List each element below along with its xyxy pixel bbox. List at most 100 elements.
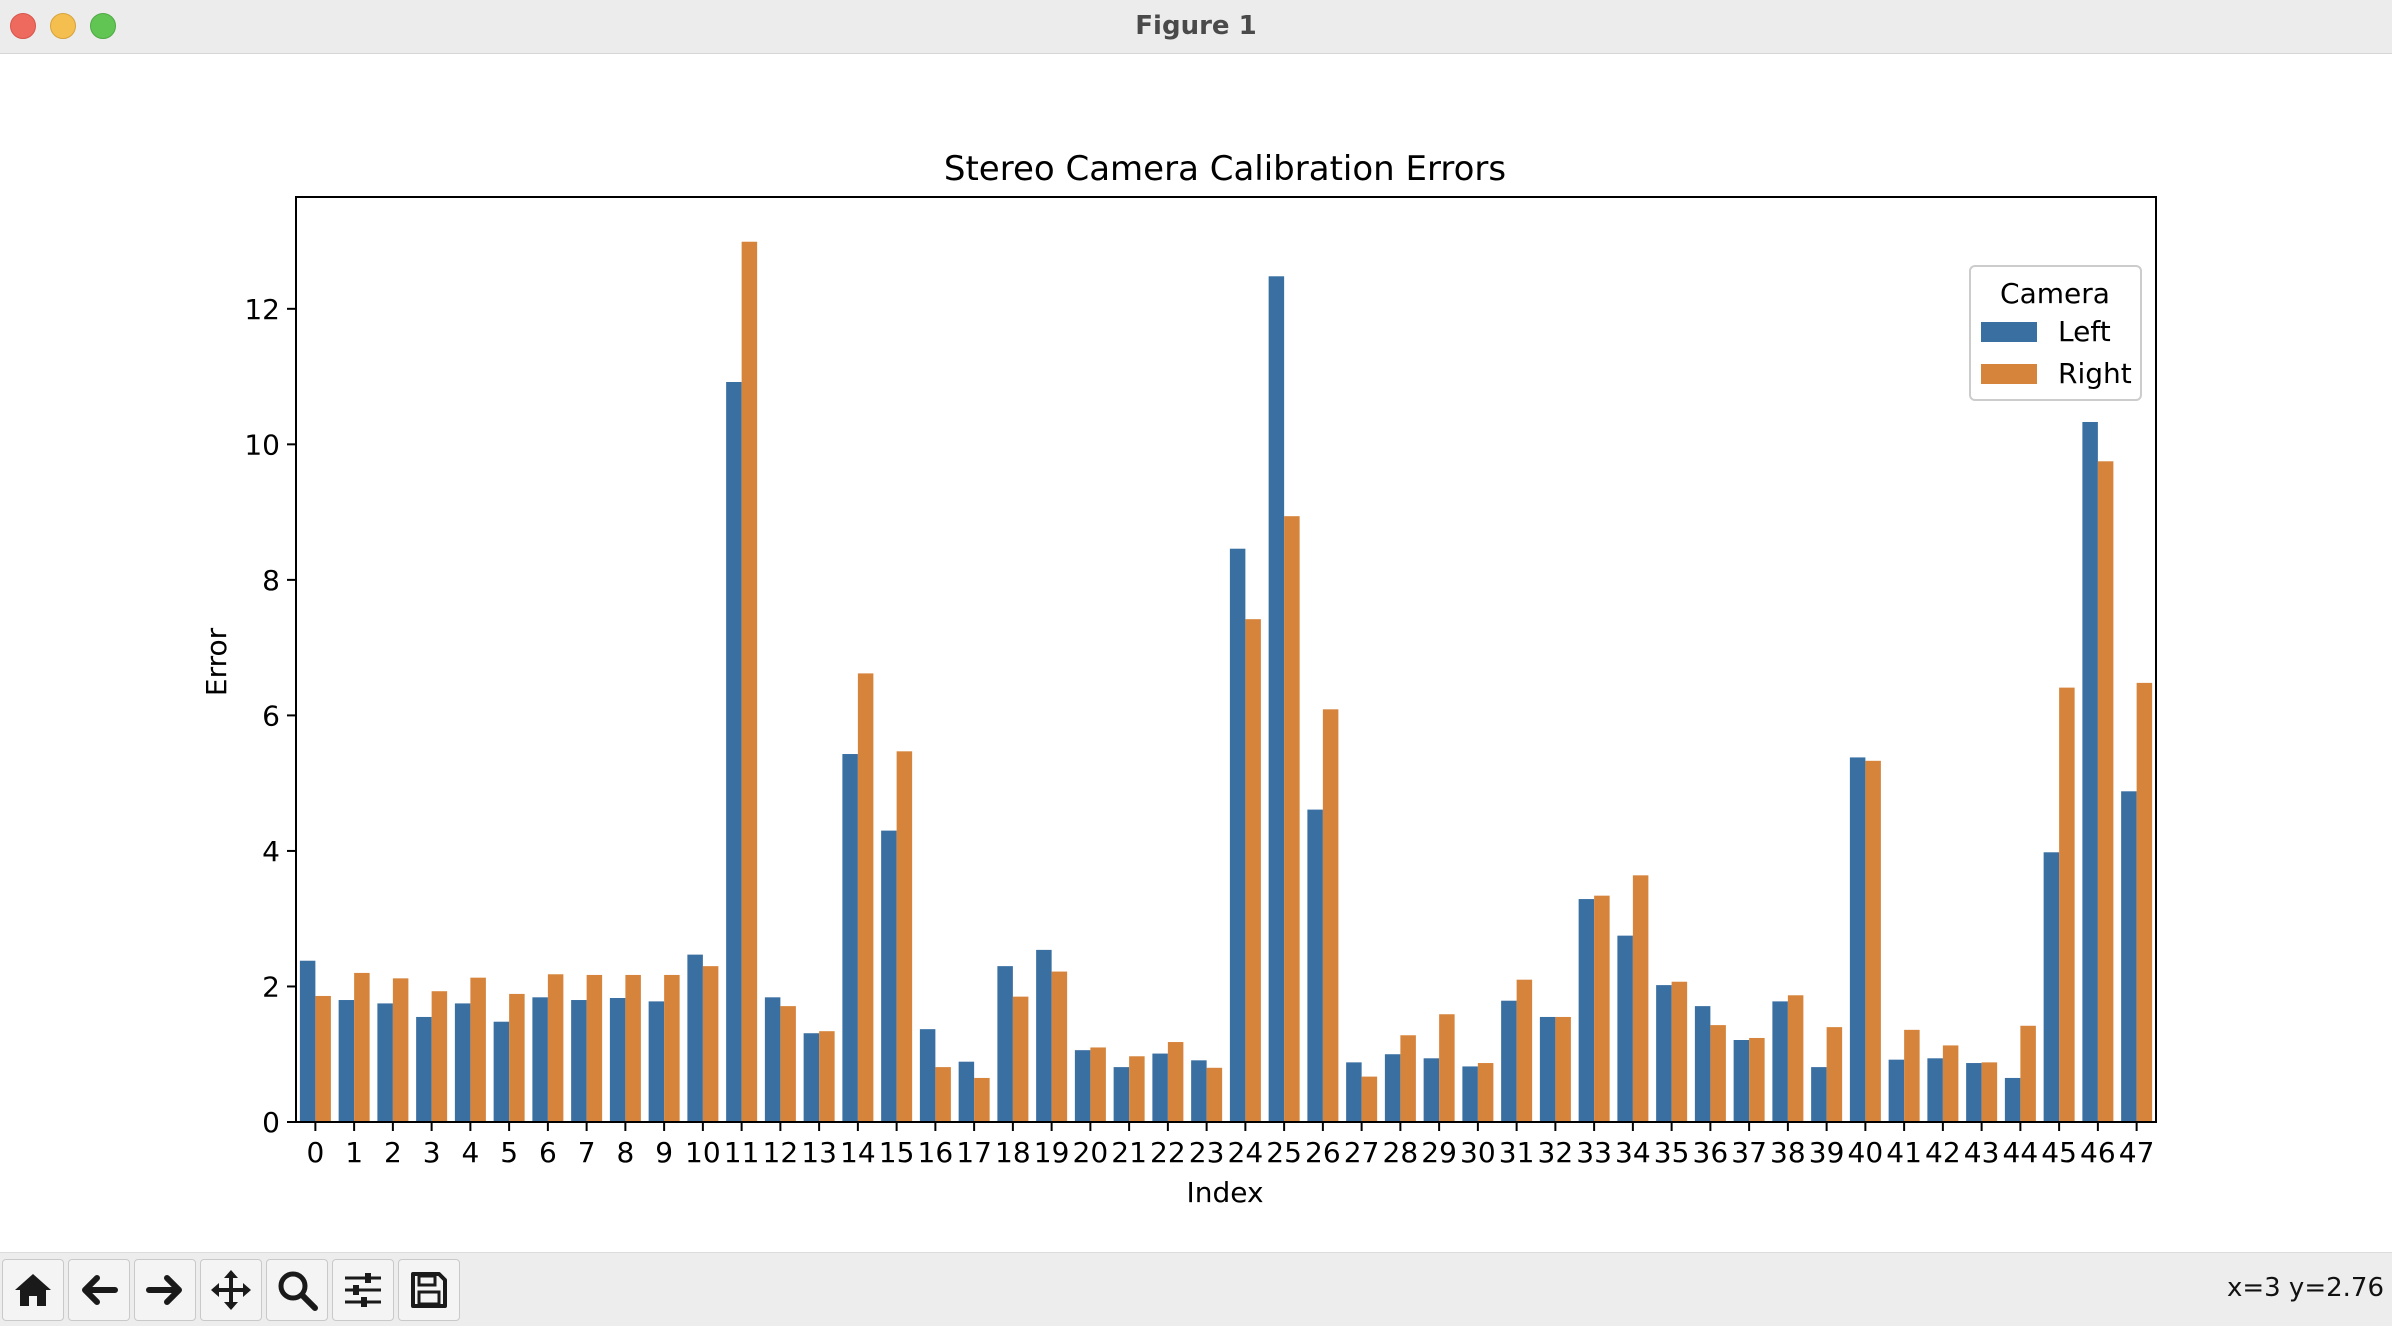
bar-right-39 xyxy=(1826,1027,1843,1122)
x-tick-label-38: 38 xyxy=(1770,1136,1806,1169)
bar-left-19 xyxy=(1036,949,1052,1122)
bar-left-17 xyxy=(958,1061,975,1122)
bar-right-36 xyxy=(1710,1025,1726,1122)
y-axis-label: Error xyxy=(200,627,233,696)
bar-left-41 xyxy=(1888,1059,1905,1122)
bar-left-24 xyxy=(1229,548,1246,1122)
x-tick-label-39: 39 xyxy=(1809,1136,1845,1169)
bar-left-21 xyxy=(1113,1067,1130,1122)
x-tick-label-3: 3 xyxy=(423,1136,441,1169)
bar-left-5 xyxy=(493,1021,510,1122)
x-tick-label-24: 24 xyxy=(1228,1136,1264,1169)
x-tick-label-6: 6 xyxy=(539,1136,557,1169)
bar-left-6 xyxy=(532,997,548,1122)
plot-frame xyxy=(295,196,2157,1123)
bar-left-8 xyxy=(609,997,626,1122)
zoom-window-button[interactable] xyxy=(90,13,116,39)
bar-right-4 xyxy=(470,977,486,1122)
bar-right-8 xyxy=(625,974,641,1122)
bar-left-28 xyxy=(1384,1054,1401,1122)
home-button[interactable] xyxy=(2,1259,64,1321)
bar-left-32 xyxy=(1539,1016,1556,1122)
bar-left-0 xyxy=(299,960,316,1122)
x-tick-label-34: 34 xyxy=(1615,1136,1651,1169)
bar-left-47 xyxy=(2121,791,2137,1122)
x-tick-label-30: 30 xyxy=(1460,1136,1496,1169)
bar-left-14 xyxy=(842,754,858,1122)
bar-left-29 xyxy=(1423,1058,1440,1122)
x-tick-label-9: 9 xyxy=(655,1136,673,1169)
arrow-left-icon xyxy=(82,1275,118,1305)
search-icon xyxy=(278,1271,318,1311)
bar-right-10 xyxy=(702,966,719,1122)
bar-left-22 xyxy=(1152,1053,1168,1122)
x-tick-label-33: 33 xyxy=(1576,1136,1612,1169)
figure-canvas[interactable]: Stereo Camera Calibration Errors 0 2 4 6 8 10… xyxy=(0,54,2392,1252)
bar-right-44 xyxy=(2020,1025,2036,1122)
x-tick-label-26: 26 xyxy=(1305,1136,1341,1169)
window-title: Figure 1 xyxy=(1135,11,1257,41)
bar-left-4 xyxy=(454,1003,471,1122)
bar-right-34 xyxy=(1632,875,1649,1122)
x-tick-label-20: 20 xyxy=(1073,1136,1109,1169)
minimize-window-button[interactable] xyxy=(50,13,76,39)
zoom-button[interactable] xyxy=(266,1259,328,1321)
bar-right-25 xyxy=(1284,516,1300,1122)
x-tick-label-46: 46 xyxy=(2080,1136,2116,1169)
bar-right-16 xyxy=(935,1067,951,1122)
x-tick-label-11: 11 xyxy=(724,1136,760,1169)
back-button[interactable] xyxy=(68,1259,130,1321)
bar-right-42 xyxy=(1942,1045,1959,1122)
save-icon xyxy=(411,1272,447,1308)
bar-left-11 xyxy=(726,382,742,1122)
bar-left-20 xyxy=(1074,1050,1091,1122)
bar-left-12 xyxy=(764,997,781,1122)
x-tick-label-19: 19 xyxy=(1034,1136,1070,1169)
x-tick-label-0: 0 xyxy=(306,1136,324,1169)
bar-left-26 xyxy=(1307,809,1323,1122)
y-tick-label-0: 0 xyxy=(262,1106,280,1139)
bar-left-34 xyxy=(1617,935,1633,1122)
bar-left-15 xyxy=(881,830,897,1122)
bar-right-12 xyxy=(780,1006,796,1122)
legend-title: Camera xyxy=(2000,277,2110,310)
bar-left-45 xyxy=(2043,852,2060,1122)
x-tick-label-27: 27 xyxy=(1344,1136,1380,1169)
bar-right-45 xyxy=(2059,687,2075,1122)
chart-title: Stereo Camera Calibration Errors xyxy=(944,149,1506,189)
close-window-button[interactable] xyxy=(10,13,36,39)
navigation-toolbar: x=3 y=2.76 xyxy=(0,1252,2392,1326)
legend-label-left: Left xyxy=(2058,315,2111,348)
window-titlebar: Figure 1 xyxy=(0,0,2392,54)
sliders-icon xyxy=(345,1273,381,1307)
legend-swatch-left xyxy=(1981,322,2037,342)
y-tick-label-6: 6 xyxy=(262,699,280,732)
bar-right-15 xyxy=(896,751,913,1122)
bar-right-17 xyxy=(974,1077,990,1122)
configure-subplots-button[interactable] xyxy=(332,1259,394,1321)
x-tick-label-8: 8 xyxy=(616,1136,634,1169)
bar-left-43 xyxy=(1966,1063,1982,1122)
x-tick-label-2: 2 xyxy=(384,1136,402,1169)
save-button[interactable] xyxy=(398,1259,460,1321)
cursor-coordinates: x=3 y=2.76 xyxy=(2226,1273,2384,1303)
bar-left-31 xyxy=(1501,1000,1517,1122)
bar-right-47 xyxy=(2136,682,2153,1122)
x-axis-label: Index xyxy=(1186,1176,1263,1209)
pan-button[interactable] xyxy=(200,1259,262,1321)
bar-left-13 xyxy=(803,1033,820,1122)
x-tick-label-35: 35 xyxy=(1654,1136,1690,1169)
bar-left-1 xyxy=(338,1000,355,1122)
y-tick-label-12: 12 xyxy=(244,293,280,326)
x-tick-label-1: 1 xyxy=(345,1136,363,1169)
bar-right-5 xyxy=(509,993,525,1122)
forward-button[interactable] xyxy=(134,1259,196,1321)
bar-right-33 xyxy=(1594,895,1610,1122)
bar-left-9 xyxy=(648,1001,665,1122)
bar-left-46 xyxy=(2082,421,2098,1123)
y-tick-label-4: 4 xyxy=(262,835,280,868)
x-tick-label-37: 37 xyxy=(1731,1136,1767,1169)
arrow-right-icon xyxy=(146,1275,182,1305)
bar-right-24 xyxy=(1245,619,1261,1122)
